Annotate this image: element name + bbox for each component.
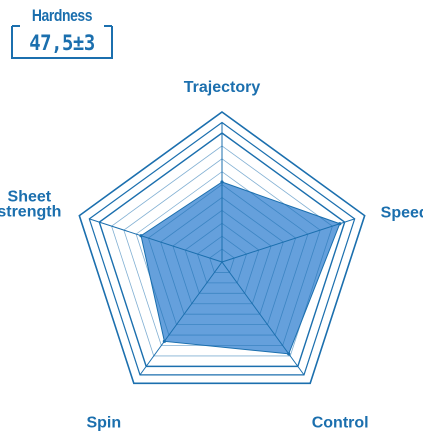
- axis-label-trajectory: Trajectory: [184, 79, 261, 96]
- radar-ring-7: [135, 171, 309, 336]
- radar-ring-8: [123, 158, 321, 346]
- radar-ring-1: [209, 248, 235, 273]
- axis-label-sheet_strength: Sheet strength: [0, 189, 61, 221]
- radar-point-spin: [162, 339, 166, 343]
- radar-ring-4: [172, 209, 272, 305]
- radar-frame-1: [78, 111, 366, 385]
- radar-point-control: [287, 352, 291, 356]
- radar-grid: [78, 111, 366, 385]
- radar-ring-2: [196, 235, 248, 284]
- radar-ring-9: [111, 145, 333, 357]
- radar-point-sheet_strength: [139, 234, 143, 238]
- hardness-value: 47,5±3: [29, 31, 95, 55]
- axis-label-speed: Speed: [381, 205, 423, 222]
- axis-label-spin: Spin: [86, 414, 121, 431]
- hardness-frame: [11, 25, 113, 59]
- hardness-label: Hardness: [31, 6, 93, 25]
- radar-point-trajectory: [220, 180, 224, 184]
- radar-ring-6: [147, 184, 297, 326]
- radar-ring-5: [160, 197, 284, 315]
- radar-point-speed: [338, 222, 342, 226]
- radar-ring-3: [184, 222, 260, 294]
- axis-label-control: Control: [312, 414, 369, 431]
- hardness-box: Hardness 47,5±3: [10, 6, 114, 62]
- radar-frame-2: [88, 121, 356, 376]
- radar-ring-10: [98, 132, 346, 368]
